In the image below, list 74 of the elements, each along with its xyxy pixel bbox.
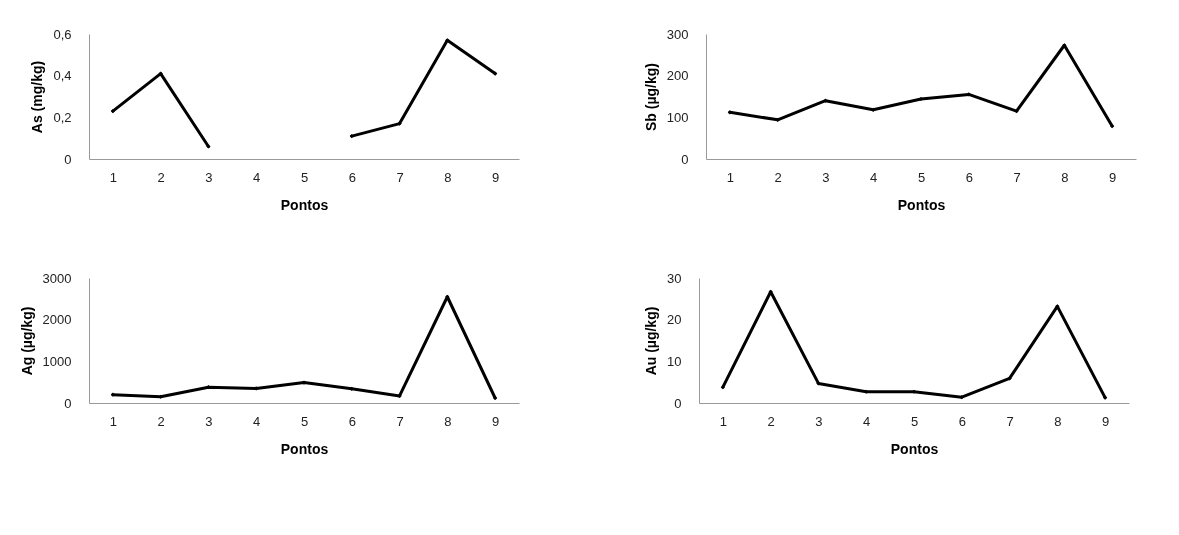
y-tick-label: 0: [681, 151, 689, 167]
x-tick-label: 6: [348, 413, 356, 429]
x-tick-label: 3: [205, 169, 213, 185]
point: [816, 381, 821, 386]
point: [445, 294, 450, 299]
y-axis-title: Sb (µg/kg): [642, 63, 659, 131]
point: [110, 108, 116, 114]
x-tick-label: 5: [917, 169, 926, 185]
y-tick-label: 300: [666, 26, 689, 42]
x-tick-label: 4: [870, 169, 878, 185]
y-tick-label: 30: [667, 270, 682, 286]
x-tick-label: 4: [253, 169, 261, 185]
line-series: [720, 289, 1108, 400]
x-tick-label: 9: [1108, 169, 1117, 185]
y-tick-label: 0,2: [53, 109, 72, 125]
x-tick-label: 7: [396, 413, 404, 429]
x-axis-title: Pontos: [890, 440, 939, 457]
x-tick-label: 7: [396, 169, 404, 185]
x-axis-title: Pontos: [280, 196, 329, 213]
y-axis-title: As (mg/kg): [29, 60, 46, 134]
x-tick-label: 4: [253, 413, 261, 429]
x-tick-label: 5: [300, 413, 309, 429]
y-tick-label: 0: [64, 151, 72, 167]
point: [397, 121, 402, 126]
point: [823, 98, 828, 103]
x-tick-label: 5: [300, 169, 309, 185]
x-tick-label: 8: [1054, 413, 1062, 429]
x-tick-label: 8: [1061, 169, 1069, 185]
x-tick-label: 1: [109, 169, 118, 185]
y-axis-title: Au (µg/kg): [643, 306, 660, 376]
point: [768, 289, 773, 294]
x-tick-label: 3: [205, 413, 213, 429]
y-tick-label: 1000: [42, 353, 72, 369]
point: [158, 394, 163, 399]
x-tick-label: 6: [348, 169, 356, 185]
x-tick-label: 8: [444, 413, 452, 429]
y-tick-label: 0,4: [53, 68, 72, 84]
x-tick-label: 6: [958, 413, 966, 429]
y-tick-label: 200: [666, 68, 689, 84]
y-tick-label: 0,6: [53, 26, 72, 42]
point: [959, 395, 964, 400]
x-tick-label: 5: [910, 413, 919, 429]
x-tick-label: 9: [491, 413, 500, 429]
x-tick-label: 2: [774, 169, 782, 185]
x-tick-label: 7: [1006, 413, 1014, 429]
x-axis-title: Pontos: [897, 196, 946, 213]
x-tick-label: 2: [157, 413, 165, 429]
x-tick-label: 3: [822, 169, 830, 185]
x-tick-label: 4: [863, 413, 871, 429]
x-tick-label: 1: [109, 413, 118, 429]
y-tick-label: 10: [667, 353, 682, 369]
x-tick-label: 9: [491, 169, 500, 185]
x-tick-label: 3: [815, 413, 823, 429]
y-axis-title: Ag (µg/kg): [18, 306, 35, 376]
x-tick-label: 6: [965, 169, 973, 185]
point: [1109, 123, 1115, 129]
y-tick-label: 3000: [42, 270, 72, 286]
point: [720, 385, 726, 390]
x-tick-label: 1: [719, 413, 728, 429]
x-tick-label: 8: [444, 169, 452, 185]
y-tick-label: 20: [667, 312, 682, 328]
point: [206, 144, 211, 149]
y-tick-label: 2000: [42, 312, 72, 328]
y-tick-label: 0: [674, 395, 682, 411]
x-tick-label: 2: [157, 169, 165, 185]
x-tick-label: 1: [726, 169, 735, 185]
x-tick-label: 9: [1101, 413, 1110, 429]
point: [864, 389, 869, 394]
point: [1007, 376, 1012, 381]
x-tick-label: 2: [767, 413, 775, 429]
x-tick-label: 7: [1013, 169, 1021, 185]
y-tick-label: 0: [64, 395, 72, 411]
x-axis-title: Pontos: [280, 440, 329, 457]
y-tick-label: 100: [666, 109, 689, 125]
